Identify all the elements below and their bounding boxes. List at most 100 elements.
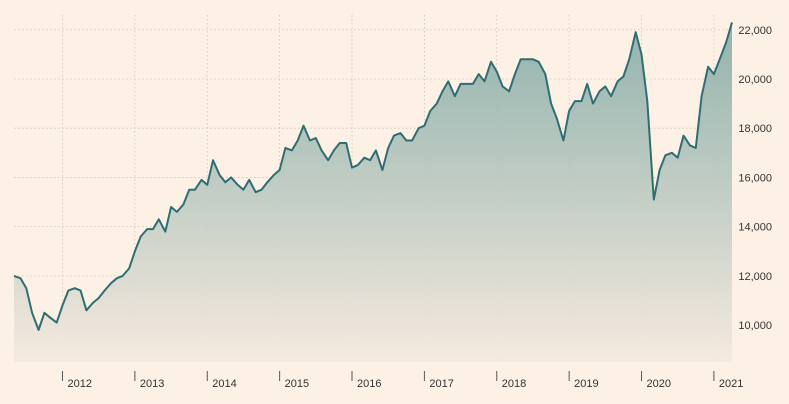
data-point: [508, 90, 510, 92]
data-point: [49, 317, 51, 319]
data-point: [622, 75, 624, 77]
data-point: [689, 144, 691, 146]
data-point: [393, 134, 395, 136]
x-tick-label: 2014: [212, 378, 236, 390]
data-point: [266, 181, 268, 183]
data-point: [103, 289, 105, 291]
data-point: [653, 198, 655, 200]
x-tick-label: 2012: [67, 378, 91, 390]
x-tick-label: 2019: [574, 378, 598, 390]
data-point: [628, 58, 630, 60]
data-point: [327, 159, 329, 161]
data-point: [333, 149, 335, 151]
data-point: [598, 90, 600, 92]
data-point: [98, 297, 100, 299]
data-point: [490, 61, 492, 63]
data-point: [339, 142, 341, 144]
data-point: [387, 147, 389, 149]
data-point: [562, 139, 564, 141]
data-point: [592, 102, 594, 104]
data-point: [297, 139, 299, 141]
area-layer: [13, 22, 733, 363]
data-point: [465, 83, 467, 85]
data-point: [74, 287, 76, 289]
data-point: [37, 329, 39, 331]
data-point: [43, 312, 45, 314]
data-point: [237, 184, 239, 186]
data-point: [31, 312, 33, 314]
data-point: [260, 189, 262, 191]
series-line: [13, 22, 733, 331]
data-point: [146, 228, 148, 230]
data-point: [501, 85, 503, 87]
data-point: [496, 70, 498, 72]
y-tick-label: 14,000: [738, 222, 772, 234]
data-point: [92, 302, 94, 304]
data-point: [19, 277, 21, 279]
data-point: [550, 102, 552, 104]
data-point: [134, 250, 136, 252]
data-point: [526, 58, 528, 60]
data-point: [152, 228, 154, 230]
data-point: [640, 53, 642, 55]
data-point: [580, 100, 582, 102]
data-point: [224, 181, 226, 183]
data-point: [556, 117, 558, 119]
y-axis: 10,000 12,000 14,000 16,000 18,000 20,000 22,0…: [738, 25, 772, 332]
data-point: [200, 179, 202, 181]
data-point: [399, 132, 401, 134]
data-point: [635, 31, 637, 33]
data-point: [520, 58, 522, 60]
data-point: [140, 235, 142, 237]
data-point: [381, 169, 383, 171]
data-point: [182, 203, 184, 205]
data-point: [176, 211, 178, 213]
data-point: [677, 157, 679, 159]
data-point: [719, 58, 721, 60]
x-axis: 2012 2013 2014 2015 2016 2017 2018 2019 2020 2021: [61, 371, 743, 390]
data-point: [616, 80, 618, 82]
data-point: [345, 142, 347, 144]
data-point: [320, 149, 322, 151]
data-point: [568, 110, 570, 112]
data-point: [369, 159, 371, 161]
data-point: [417, 127, 419, 129]
data-point: [116, 277, 118, 279]
data-point: [707, 66, 709, 68]
data-point: [671, 152, 673, 154]
data-point: [25, 287, 27, 289]
data-point: [478, 73, 480, 75]
data-point: [447, 80, 449, 82]
y-tick-label: 12,000: [738, 271, 772, 283]
data-point: [725, 41, 727, 43]
data-point: [194, 189, 196, 191]
data-point: [454, 95, 456, 97]
data-point: [291, 149, 293, 151]
data-point: [700, 95, 702, 97]
data-point: [128, 267, 130, 269]
x-tick-label: 2018: [502, 378, 526, 390]
y-tick-label: 18,000: [738, 123, 772, 135]
data-point: [284, 147, 286, 149]
data-point: [538, 61, 540, 63]
data-point: [121, 275, 123, 277]
data-point: [67, 289, 69, 291]
data-point: [302, 125, 304, 127]
x-tick-label: 2016: [357, 378, 381, 390]
x-tick-label: 2020: [647, 378, 671, 390]
y-tick-label: 22,000: [738, 25, 772, 37]
data-point: [664, 154, 666, 156]
data-point: [610, 95, 612, 97]
x-tick-label: 2015: [285, 378, 309, 390]
x-tick-label: 2013: [140, 378, 164, 390]
data-point: [79, 289, 81, 291]
data-point: [459, 83, 461, 85]
data-point: [658, 169, 660, 171]
data-point: [423, 125, 425, 127]
data-point: [278, 169, 280, 171]
data-point: [212, 159, 214, 161]
y-tick-label: 10,000: [738, 320, 772, 332]
data-point: [695, 147, 697, 149]
data-point: [164, 230, 166, 232]
